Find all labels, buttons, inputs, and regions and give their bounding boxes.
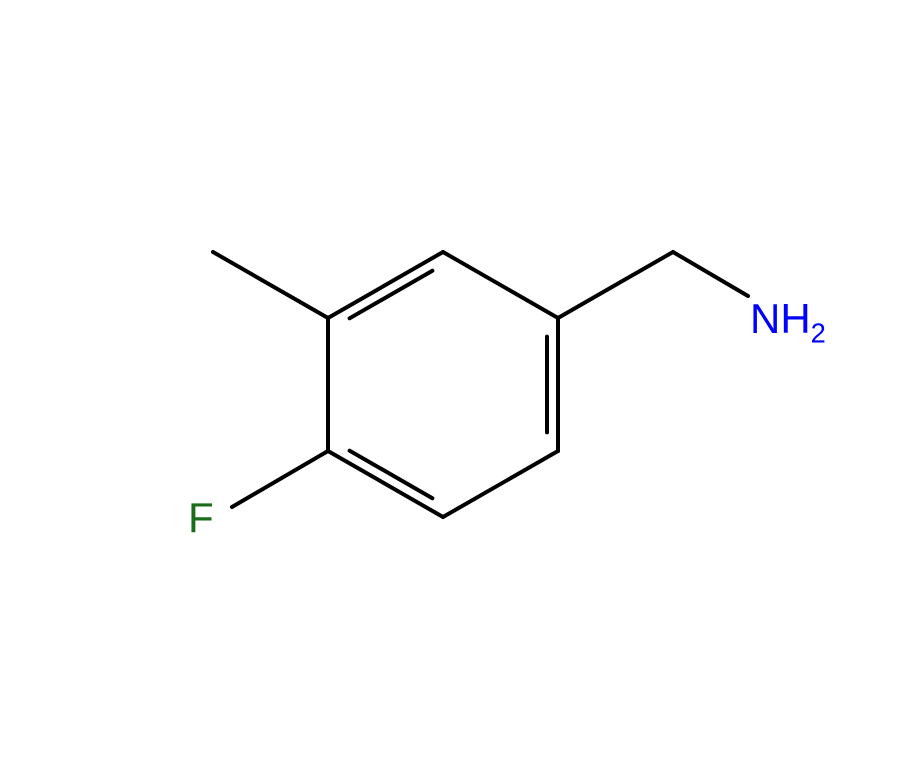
molecule-svg <box>0 0 897 777</box>
atom-symbol: NH <box>750 295 811 342</box>
molecule-canvas: NH2 F <box>0 0 897 777</box>
fluorine-label: F <box>188 494 214 542</box>
atom-subscript: 2 <box>811 317 826 348</box>
atom-symbol: F <box>188 494 214 541</box>
amine-label: NH2 <box>750 295 826 349</box>
